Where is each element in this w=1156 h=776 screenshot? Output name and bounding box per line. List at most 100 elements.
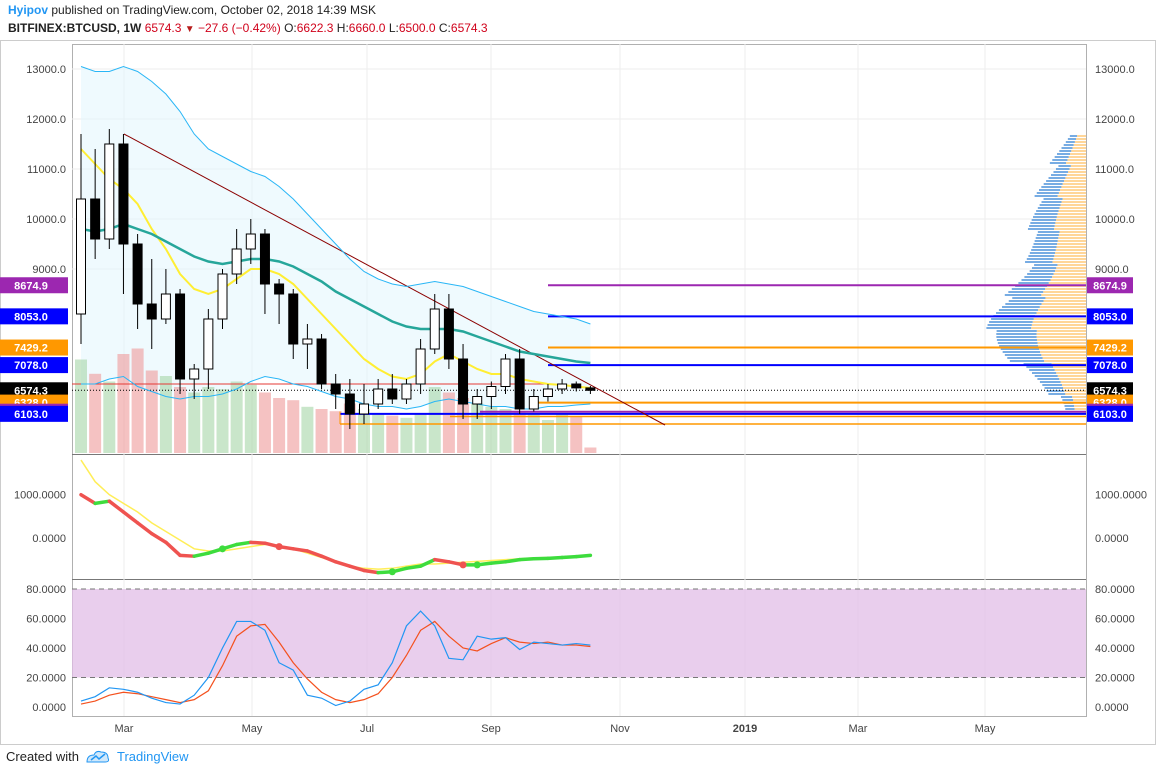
stoch-axis-label-left: 80.0000 <box>26 584 66 596</box>
candle-body <box>330 383 341 395</box>
volume-profile-bar <box>1037 378 1060 380</box>
volume-profile-bar <box>1070 153 1086 155</box>
osc-main-segment <box>249 540 267 545</box>
candle-body <box>571 383 582 389</box>
price-chart[interactable]: Mar May Jul Sep Nov 2019 Mar May 13000.0 13000.0 1… <box>0 0 1156 745</box>
level-pill-label-left: 8674.9 <box>14 280 48 292</box>
volume-profile-bar <box>1058 192 1086 194</box>
volume-profile-bar <box>1059 231 1086 233</box>
volume-profile-bar <box>1063 144 1074 146</box>
volume-profile-bar <box>1046 180 1065 182</box>
osc-main-segment <box>178 553 196 558</box>
x-axis-tick-label: 2019 <box>733 723 757 735</box>
price-plot-group <box>72 65 1086 453</box>
volume-bar <box>414 414 427 453</box>
volume-profile-bar <box>1051 174 1067 176</box>
volume-bar <box>527 414 540 453</box>
osc-main-segment <box>150 531 168 545</box>
candle-body <box>500 358 511 387</box>
stoch-plot-group <box>80 610 591 707</box>
volume-bar <box>457 398 470 453</box>
volume-profile-bar <box>1054 156 1069 158</box>
volume-profile-bar <box>996 336 1037 338</box>
volume-profile-bar <box>1036 336 1086 338</box>
price-axis-label-right: 10000.0 <box>1095 214 1135 226</box>
level-pill-label-right: 7078.0 <box>1093 360 1127 372</box>
volume-profile-bar <box>1044 387 1064 389</box>
candle-body <box>344 393 355 415</box>
volume-bar <box>358 409 370 453</box>
volume-profile-bar <box>1021 279 1051 281</box>
level-pill-label-right: 7429.2 <box>1093 343 1127 355</box>
volume-profile-bar <box>1036 333 1086 335</box>
author-name[interactable]: Hyipov <box>8 3 49 17</box>
osc-main-segment <box>560 554 578 560</box>
ema-slow-line <box>80 222 591 365</box>
volume-bar <box>329 411 342 453</box>
candle-body <box>259 233 270 285</box>
volume-bar <box>442 392 455 453</box>
symbol-label: BITFINEX:BTCUSD, 1W <box>8 21 142 35</box>
volume-bar <box>485 406 498 453</box>
volume-bar <box>301 406 314 453</box>
x-axis-tick-label: May <box>975 723 996 735</box>
osc-cross-dot <box>388 568 396 576</box>
volume-profile-bar <box>1039 348 1086 350</box>
volume-bar <box>556 413 569 453</box>
volume-profile-bar <box>1049 162 1067 164</box>
volume-bar <box>202 387 215 453</box>
volume-profile-bar <box>1072 396 1086 398</box>
volume-profile-bar <box>1023 363 1052 365</box>
volume-profile-bar <box>1065 141 1075 143</box>
volume-profile-bar <box>1038 345 1086 347</box>
osc-main-segment <box>291 547 310 553</box>
candle-body <box>104 143 115 240</box>
volume-profile-bar <box>1055 249 1086 251</box>
low-value: 6500.0 <box>398 21 436 35</box>
volume-profile-bar <box>1055 252 1086 254</box>
volume-profile-bar <box>1074 141 1086 143</box>
volume-bar <box>372 414 385 453</box>
candle-body <box>585 387 596 391</box>
volume-profile-bar <box>1043 183 1063 185</box>
level-pill-label-left: 8053.0 <box>14 311 48 323</box>
stoch-axis-label-right: 0.0000 <box>1095 702 1129 714</box>
low-label: L: <box>388 21 399 35</box>
stoch-axis-label-left: 20.0000 <box>26 673 66 685</box>
x-axis-tick-label: Nov <box>610 723 630 735</box>
level-pill-left <box>0 405 68 422</box>
volume-profile-bar <box>1002 351 1041 353</box>
volume-profile-bar <box>986 327 1032 329</box>
volume-profile-bar <box>1055 222 1086 224</box>
publish-text: published on TradingView.com, October 02… <box>51 3 377 17</box>
price-axis-label-left: 9000.0 <box>32 264 66 276</box>
volume-profile-bar <box>1053 171 1069 173</box>
volume-profile-bar <box>1039 204 1061 206</box>
candle-body <box>203 318 214 370</box>
volume-bar <box>131 348 144 453</box>
volume-profile-bar <box>1043 198 1063 200</box>
price-change: −27.6 (−0.42%) <box>197 21 281 35</box>
stoch-axis-label-left: 40.0000 <box>26 643 66 655</box>
volume-profile-bar <box>1042 384 1062 386</box>
volume-profile-bar <box>1045 297 1086 299</box>
volume-profile-bar <box>1041 354 1086 356</box>
volume-profile-bar <box>1036 330 1086 332</box>
candle-body <box>458 358 469 405</box>
osc-main-segment <box>79 492 97 506</box>
volume-profile-bar <box>1061 147 1073 149</box>
candle-body <box>90 198 101 240</box>
volume-profile-bar <box>991 318 1034 320</box>
volume-profile-bar <box>1027 228 1055 230</box>
volume-profile-bar <box>1050 279 1086 281</box>
tradingview-link[interactable]: TradingView <box>116 748 189 764</box>
volume-profile-bar <box>1044 360 1086 362</box>
volume-profile-bar <box>1040 351 1086 353</box>
level-pill-label-left: 6574.3 <box>14 385 48 397</box>
volume-profile-bar <box>1072 399 1086 401</box>
volume-profile-bar <box>1039 189 1061 191</box>
volume-profile-bar <box>996 339 1037 341</box>
candle-body <box>189 368 200 380</box>
level-pill-label-left: 7429.2 <box>14 343 48 355</box>
volume-profile-bar <box>1054 255 1086 257</box>
